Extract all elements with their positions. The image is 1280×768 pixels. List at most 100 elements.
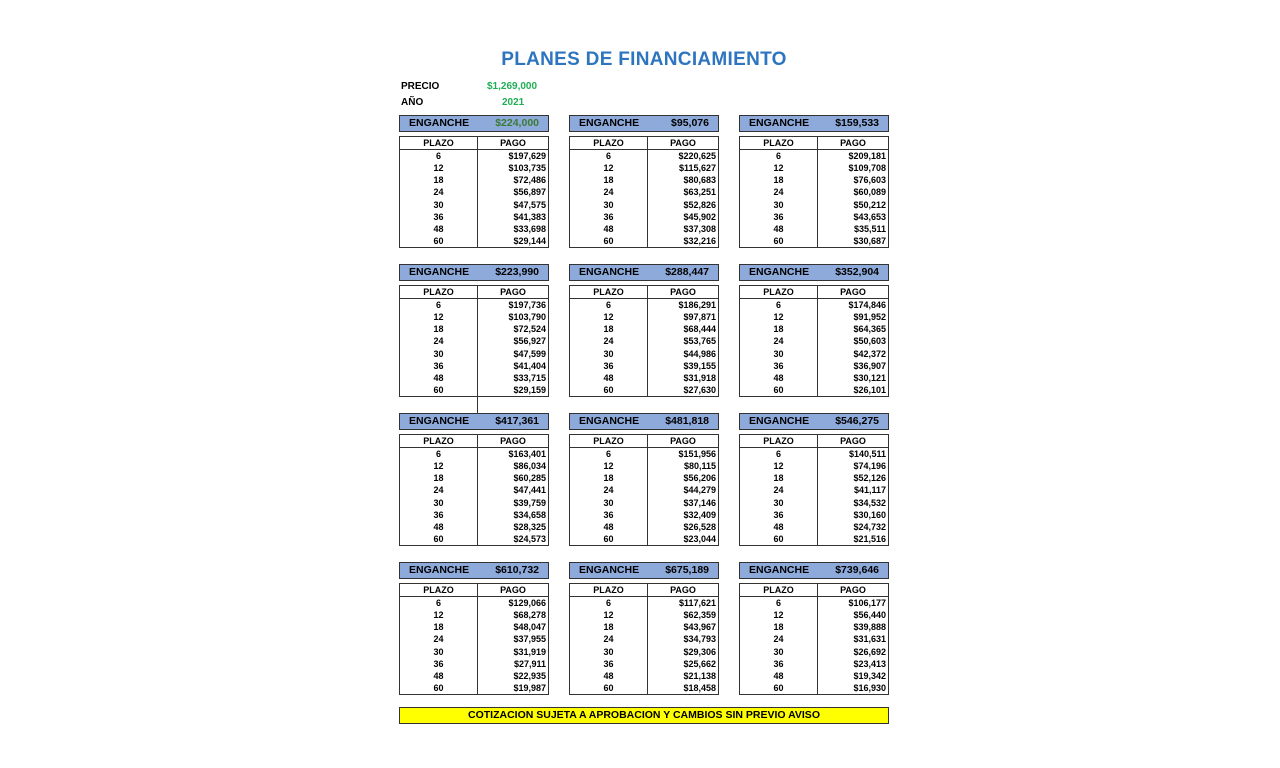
plazo-cell: 18 xyxy=(739,621,818,634)
table-row: 30 $34,532 xyxy=(739,496,889,509)
pago-cell: $63,251 xyxy=(683,187,716,198)
pago-cell: $35,511 xyxy=(853,223,886,234)
enganche-header: ENGANCHE $417,361 xyxy=(399,413,549,430)
table-row: 48 $19,342 xyxy=(739,669,889,682)
plazo-cell: 24 xyxy=(569,335,648,348)
plazo-cell: 18 xyxy=(569,323,648,336)
table-row: 48 $21,138 xyxy=(569,669,719,682)
plazo-cell: 18 xyxy=(569,174,648,187)
pago-cell: $80,115 xyxy=(683,461,716,472)
pago-cell: $27,630 xyxy=(683,384,716,395)
table-row: 12 $86,034 xyxy=(399,460,549,473)
enganche-label: ENGANCHE xyxy=(409,266,470,278)
table-header: PLAZO PAGO xyxy=(569,285,719,300)
pago-header: PAGO xyxy=(477,285,549,300)
plazo-cell: 30 xyxy=(739,347,818,360)
pago-cell: $103,790 xyxy=(508,312,546,323)
pago-cell: $109,708 xyxy=(848,163,886,174)
pago-cell: $32,216 xyxy=(683,235,716,246)
enganche-header: ENGANCHE $546,275 xyxy=(739,413,889,430)
table-row: 60 $24,573 xyxy=(399,532,549,546)
table-row: 60 $18,458 xyxy=(569,681,719,695)
pago-cell: $41,404 xyxy=(513,360,546,371)
enganche-value: $159,533 xyxy=(835,117,879,129)
pago-cell: $34,793 xyxy=(683,634,716,645)
pago-cell: $34,658 xyxy=(513,509,546,520)
table-row: 24 $34,793 xyxy=(569,633,719,646)
table-row: 30 $47,599 xyxy=(399,347,549,360)
plazo-cell: 30 xyxy=(569,496,648,509)
plazo-header: PLAZO xyxy=(399,136,478,151)
plazo-cell: 6 xyxy=(399,596,478,610)
plazo-cell: 60 xyxy=(739,681,818,695)
table-row: 48 $35,511 xyxy=(739,222,889,235)
table-row: 48 $31,918 xyxy=(569,371,719,384)
plazo-cell: 6 xyxy=(569,447,648,461)
table-row: 60 $30,687 xyxy=(739,234,889,248)
precio-label: PRECIO xyxy=(401,81,440,92)
pago-cell: $42,372 xyxy=(853,348,886,359)
plazo-cell: 24 xyxy=(399,335,478,348)
pago-cell: $37,955 xyxy=(513,634,546,645)
pago-cell: $48,047 xyxy=(513,622,546,633)
pago-cell: $56,206 xyxy=(683,473,716,484)
table-row: 36 $25,662 xyxy=(569,657,719,670)
table-row: 30 $31,919 xyxy=(399,645,549,658)
enganche-header: ENGANCHE $352,904 xyxy=(739,264,889,281)
pago-cell: $117,621 xyxy=(678,598,716,609)
pago-cell: $43,653 xyxy=(853,211,886,222)
table-row: 18 $80,683 xyxy=(569,174,719,187)
table-row: 60 $26,101 xyxy=(739,383,889,397)
table-row: 36 $23,413 xyxy=(739,657,889,670)
table-row: 48 $30,121 xyxy=(739,371,889,384)
plazo-cell: 36 xyxy=(399,508,478,521)
plazo-cell: 24 xyxy=(739,186,818,199)
pago-cell: $19,987 xyxy=(513,682,546,693)
enganche-header: ENGANCHE $610,732 xyxy=(399,562,549,579)
plazo-header: PLAZO xyxy=(739,434,818,449)
plazo-cell: 12 xyxy=(739,609,818,622)
pago-cell: $91,952 xyxy=(853,312,886,323)
table-row: 18 $76,603 xyxy=(739,174,889,187)
table-header: PLAZO PAGO xyxy=(739,136,889,151)
table-row: 48 $28,325 xyxy=(399,520,549,533)
table-header: PLAZO PAGO xyxy=(739,583,889,598)
table-row: 24 $50,603 xyxy=(739,335,889,348)
table-row: 60 $21,516 xyxy=(739,532,889,546)
pago-cell: $80,683 xyxy=(683,175,716,186)
table-row: 30 $26,692 xyxy=(739,645,889,658)
pago-cell: $25,662 xyxy=(683,658,716,669)
pago-cell: $197,629 xyxy=(508,151,546,162)
plazo-cell: 18 xyxy=(739,174,818,187)
plazo-cell: 6 xyxy=(739,298,818,312)
pago-header: PAGO xyxy=(817,434,889,449)
enganche-label: ENGANCHE xyxy=(579,266,640,278)
table-row: 36 $27,911 xyxy=(399,657,549,670)
table-header: PLAZO PAGO xyxy=(399,434,549,449)
table-row: 6 $220,625 xyxy=(569,149,719,163)
plazo-cell: 6 xyxy=(399,447,478,461)
table-row: 60 $19,987 xyxy=(399,681,549,695)
table-row: 60 $29,159 xyxy=(399,383,549,397)
pago-cell: $44,986 xyxy=(683,348,716,359)
pago-cell: $26,101 xyxy=(853,384,886,395)
table-row: 6 $197,736 xyxy=(399,298,549,312)
table-row: 12 $62,359 xyxy=(569,609,719,622)
table-header: PLAZO PAGO xyxy=(399,136,549,151)
pago-cell: $23,413 xyxy=(853,658,886,669)
plazo-cell: 30 xyxy=(399,198,478,211)
pago-cell: $29,144 xyxy=(513,235,546,246)
table-row: 30 $52,826 xyxy=(569,198,719,211)
pago-cell: $39,759 xyxy=(513,497,546,508)
plazo-header: PLAZO xyxy=(739,285,818,300)
plazo-cell: 60 xyxy=(569,234,648,248)
plazo-cell: 30 xyxy=(569,347,648,360)
plazo-cell: 48 xyxy=(569,371,648,384)
pago-cell: $72,486 xyxy=(513,175,546,186)
table-row: 60 $23,044 xyxy=(569,532,719,546)
enganche-label: ENGANCHE xyxy=(749,266,810,278)
plazo-cell: 48 xyxy=(739,222,818,235)
enganche-value: $95,076 xyxy=(671,117,709,129)
table-row: 12 $74,196 xyxy=(739,460,889,473)
pago-cell: $36,907 xyxy=(853,360,886,371)
